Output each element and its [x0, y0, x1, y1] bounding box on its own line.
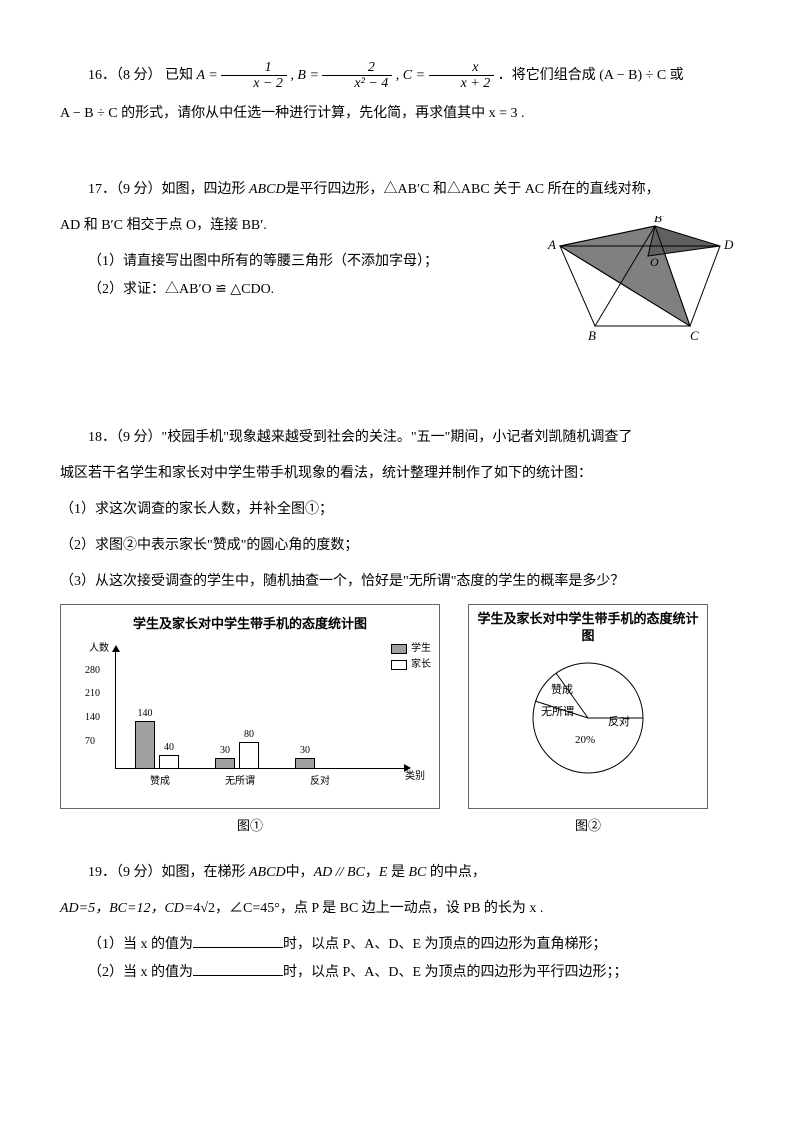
- pie-label-zancheng: 赞成: [551, 683, 573, 696]
- blank-input-1[interactable]: [193, 931, 283, 948]
- pie-chart: 反对 赞成 无所谓 20%: [523, 653, 653, 783]
- bar-5-label: 30: [290, 746, 320, 756]
- chart1-legend: 学生 家长: [391, 641, 431, 673]
- bar-4-label: 80: [234, 730, 264, 740]
- question-19: 19．（9 分）如图，在梯形 ABCD中，AD // BC，E 是 BC 的中点…: [60, 859, 740, 987]
- q17-line1-mid: 是平行四边形，△AB′C 和△ABC 关于 AC 所在的直线对称，: [286, 182, 660, 197]
- y-axis-arrow-icon: [112, 645, 120, 652]
- chart1-title: 学生及家长对中学生带手机的态度统计图: [61, 605, 439, 639]
- question-18: 18．（9 分）"校园手机"现象越来越受到社会的关注。"五一"期间，小记者刘凯随…: [60, 424, 740, 839]
- bar-1: [135, 721, 155, 769]
- parallelogram-figure: A D C B B′ O: [540, 216, 740, 356]
- ytick-70: 70: [85, 737, 95, 747]
- label-Bprime: B′: [654, 216, 665, 225]
- pie-label-wusuowei: 无所谓: [541, 705, 574, 718]
- blank-input-2[interactable]: [193, 959, 283, 976]
- ytick-140: 140: [85, 713, 100, 723]
- legend-row-2: 家长: [391, 657, 431, 673]
- q16-A: A = 1x − 2: [197, 68, 291, 83]
- xcat-1: 赞成: [135, 777, 185, 787]
- q19-l1-a: 19．（9 分）如图，在梯形: [88, 865, 249, 880]
- ytick-280: 280: [85, 666, 100, 676]
- caption-1: 图①: [60, 813, 440, 839]
- caption-2: 图②: [468, 813, 708, 839]
- q18-sub3: （3）从这次接受调查的学生中，随机抽查一个，恰好是"无所谓"态度的学生的概率是多…: [60, 568, 740, 596]
- xcat-2: 无所谓: [215, 777, 265, 787]
- q19-sub1-a: （1）当 x 的值为: [88, 937, 193, 952]
- q17-abcd: ABCD: [249, 182, 286, 197]
- q16-text-b: ．将它们组合成 (A − B) ÷ C 或: [498, 68, 684, 83]
- q17-line1-prefix: 17．（9 分）如图，四边形: [88, 182, 249, 197]
- y-axis-label: 人数: [89, 639, 109, 659]
- q18-sub2: （2）求图②中表示家长"赞成"的圆心角的度数；: [60, 532, 740, 560]
- xcat-3: 反对: [295, 777, 345, 787]
- label-O: O: [650, 255, 659, 269]
- bar-1-label: 140: [130, 709, 160, 719]
- label-D: D: [723, 237, 734, 252]
- ytick-210: 210: [85, 689, 100, 699]
- charts-row: 学生及家长对中学生带手机的态度统计图 70 140 210 280 人数 类别 …: [60, 604, 740, 809]
- bar-5: [295, 758, 315, 769]
- q19-l2-a: AD=5，BC=12，CD=: [60, 901, 193, 916]
- q17-line1: 17．（9 分）如图，四边形 ABCD是平行四边形，△AB′C 和△ABC 关于…: [60, 176, 740, 204]
- q19-l1-h: 的中点，: [426, 865, 486, 880]
- q16-line1: 16．（8 分） 已知 A = 1x − 2 , B = 2x² − 4 , C…: [60, 60, 740, 92]
- bar-3: [215, 758, 235, 769]
- q16-C: , C = xx + 2: [396, 68, 498, 83]
- q19-sub2-a: （2）当 x 的值为: [88, 965, 193, 980]
- label-B: B: [588, 328, 596, 343]
- q18-line1: 18．（9 分）"校园手机"现象越来越受到社会的关注。"五一"期间，小记者刘凯随…: [60, 424, 740, 452]
- label-C: C: [690, 328, 699, 343]
- q18-sub1: （1）求这次调查的家长人数，并补全图①；: [60, 496, 740, 524]
- q19l1c: AD // BC: [314, 865, 365, 880]
- legend-label-1: 学生: [411, 641, 431, 657]
- pie-center-label: 20%: [575, 734, 595, 746]
- question-17: 17．（9 分）如图，四边形 ABCD是平行四边形，△AB′C 和△ABC 关于…: [60, 176, 740, 304]
- legend-row-1: 学生: [391, 641, 431, 657]
- q19-abcd: ABCD: [249, 865, 286, 880]
- y-axis: [115, 649, 116, 769]
- x-axis-label: 类别: [405, 767, 425, 787]
- legend-swatch-white: [391, 660, 407, 670]
- bar-2: [159, 755, 179, 769]
- q16-line2: A − B ÷ C 的形式，请你从中任选一种进行计算，先化简，再求值其中 x =…: [60, 100, 740, 128]
- q19-sub2-b: 时，以点 P、A、D、E 为顶点的四边形为平行四边形；；: [283, 965, 628, 980]
- bar-3-label: 30: [210, 746, 240, 756]
- q19-sub1-b: 时，以点 P、A、D、E 为顶点的四边形为直角梯形；: [283, 937, 607, 952]
- pie-label-fandui: 反对: [608, 714, 630, 728]
- q19-l1-d: ，: [365, 865, 379, 880]
- bar-chart-box: 学生及家长对中学生带手机的态度统计图 70 140 210 280 人数 类别 …: [60, 604, 440, 809]
- q16-B: , B = 2x² − 4: [290, 68, 395, 83]
- legend-label-2: 家长: [411, 657, 431, 673]
- bar-4: [239, 742, 259, 769]
- q16-number: 16．（8 分）: [88, 68, 162, 83]
- q19-l1-g: BC: [408, 865, 426, 880]
- q19-sub1: （1）当 x 的值为 时，以点 P、A、D、E 为顶点的四边形为直角梯形；: [60, 931, 740, 959]
- chart2-title: 学生及家长对中学生带手机的态度统计图: [469, 605, 707, 647]
- label-A: A: [547, 237, 556, 252]
- q16-text-a: 已知: [165, 68, 193, 83]
- pie-chart-box: 学生及家长对中学生带手机的态度统计图 反对 赞成 无所谓 20%: [468, 604, 708, 809]
- q19-line1: 19．（9 分）如图，在梯形 ABCD中，AD // BC，E 是 BC 的中点…: [60, 859, 740, 887]
- question-16: 16．（8 分） 已知 A = 1x − 2 , B = 2x² − 4 , C…: [60, 60, 740, 128]
- triangle-small: [648, 226, 720, 256]
- caption-row: 图① 图②: [60, 813, 740, 839]
- bar-2-label: 40: [154, 743, 184, 753]
- q19-l1-f: 是: [387, 865, 408, 880]
- legend-swatch-gray: [391, 644, 407, 654]
- q19-l2-b: ，∠C=45°，点 P 是 BC 边上一动点，设 PB 的长为 x .: [215, 901, 543, 916]
- q19-root: 4√2: [193, 901, 215, 916]
- bar-chart-area: 70 140 210 280 人数 类别 140 40 赞成 30 80 无所谓…: [85, 639, 425, 789]
- q18-line2: 城区若干名学生和家长对中学生带手机现象的看法，统计整理并制作了如下的统计图：: [60, 460, 740, 488]
- q19-line2: AD=5，BC=12，CD=4√2，∠C=45°，点 P 是 BC 边上一动点，…: [60, 895, 740, 923]
- q19-l1-b: 中，: [286, 865, 314, 880]
- q19-sub2: （2）当 x 的值为 时，以点 P、A、D、E 为顶点的四边形为平行四边形；；: [60, 959, 740, 987]
